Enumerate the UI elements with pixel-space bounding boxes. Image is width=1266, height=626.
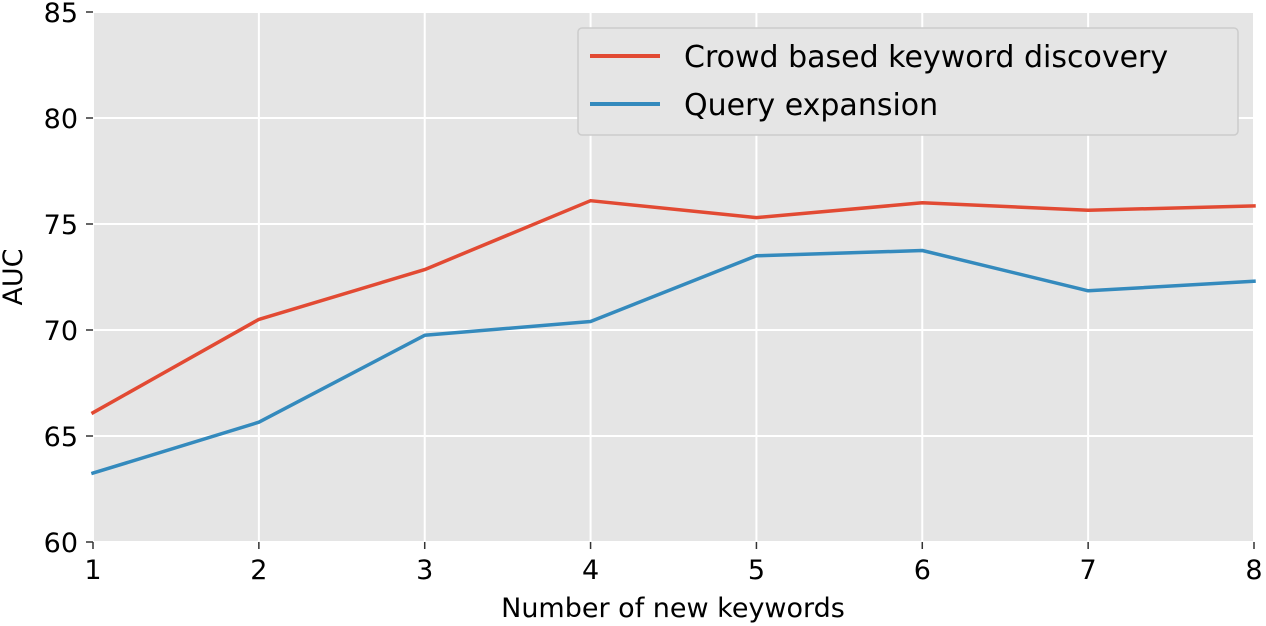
- y-tick-label: 80: [44, 104, 78, 135]
- legend-box: [577, 27, 1239, 136]
- series-line-2: [90, 248, 1256, 476]
- y-tick-label: 65: [44, 422, 78, 453]
- y-tick-label: 85: [44, 0, 78, 29]
- y-axis-title: AUC: [0, 248, 29, 305]
- x-tick-label: 5: [748, 555, 765, 586]
- legend: Crowd based keyword discovery Query expan…: [577, 27, 1239, 136]
- series-line-1: [90, 198, 1256, 416]
- x-tick-label: 3: [416, 555, 433, 586]
- x-tick-label: 1: [84, 555, 101, 586]
- y-tick-label: 60: [44, 528, 78, 559]
- axis-ticks: 1 2 3 4 5 6 7 8 60 65 70 75 80 85: [44, 0, 1263, 586]
- x-tick-label: 8: [1245, 555, 1262, 586]
- x-tick-label: 4: [582, 555, 599, 586]
- y-tick-label: 75: [44, 210, 78, 241]
- x-tick-label: 7: [1080, 555, 1097, 586]
- y-tick-label: 70: [44, 316, 78, 347]
- legend-label-2: Query expansion: [684, 88, 938, 123]
- x-tick-label: 2: [250, 555, 267, 586]
- x-tick-label: 6: [914, 555, 931, 586]
- grid-lines: [92, 11, 1255, 543]
- legend-label-1: Crowd based keyword discovery: [684, 40, 1168, 75]
- series-lines: [90, 198, 1256, 476]
- x-axis-title: Number of new keywords: [501, 593, 845, 624]
